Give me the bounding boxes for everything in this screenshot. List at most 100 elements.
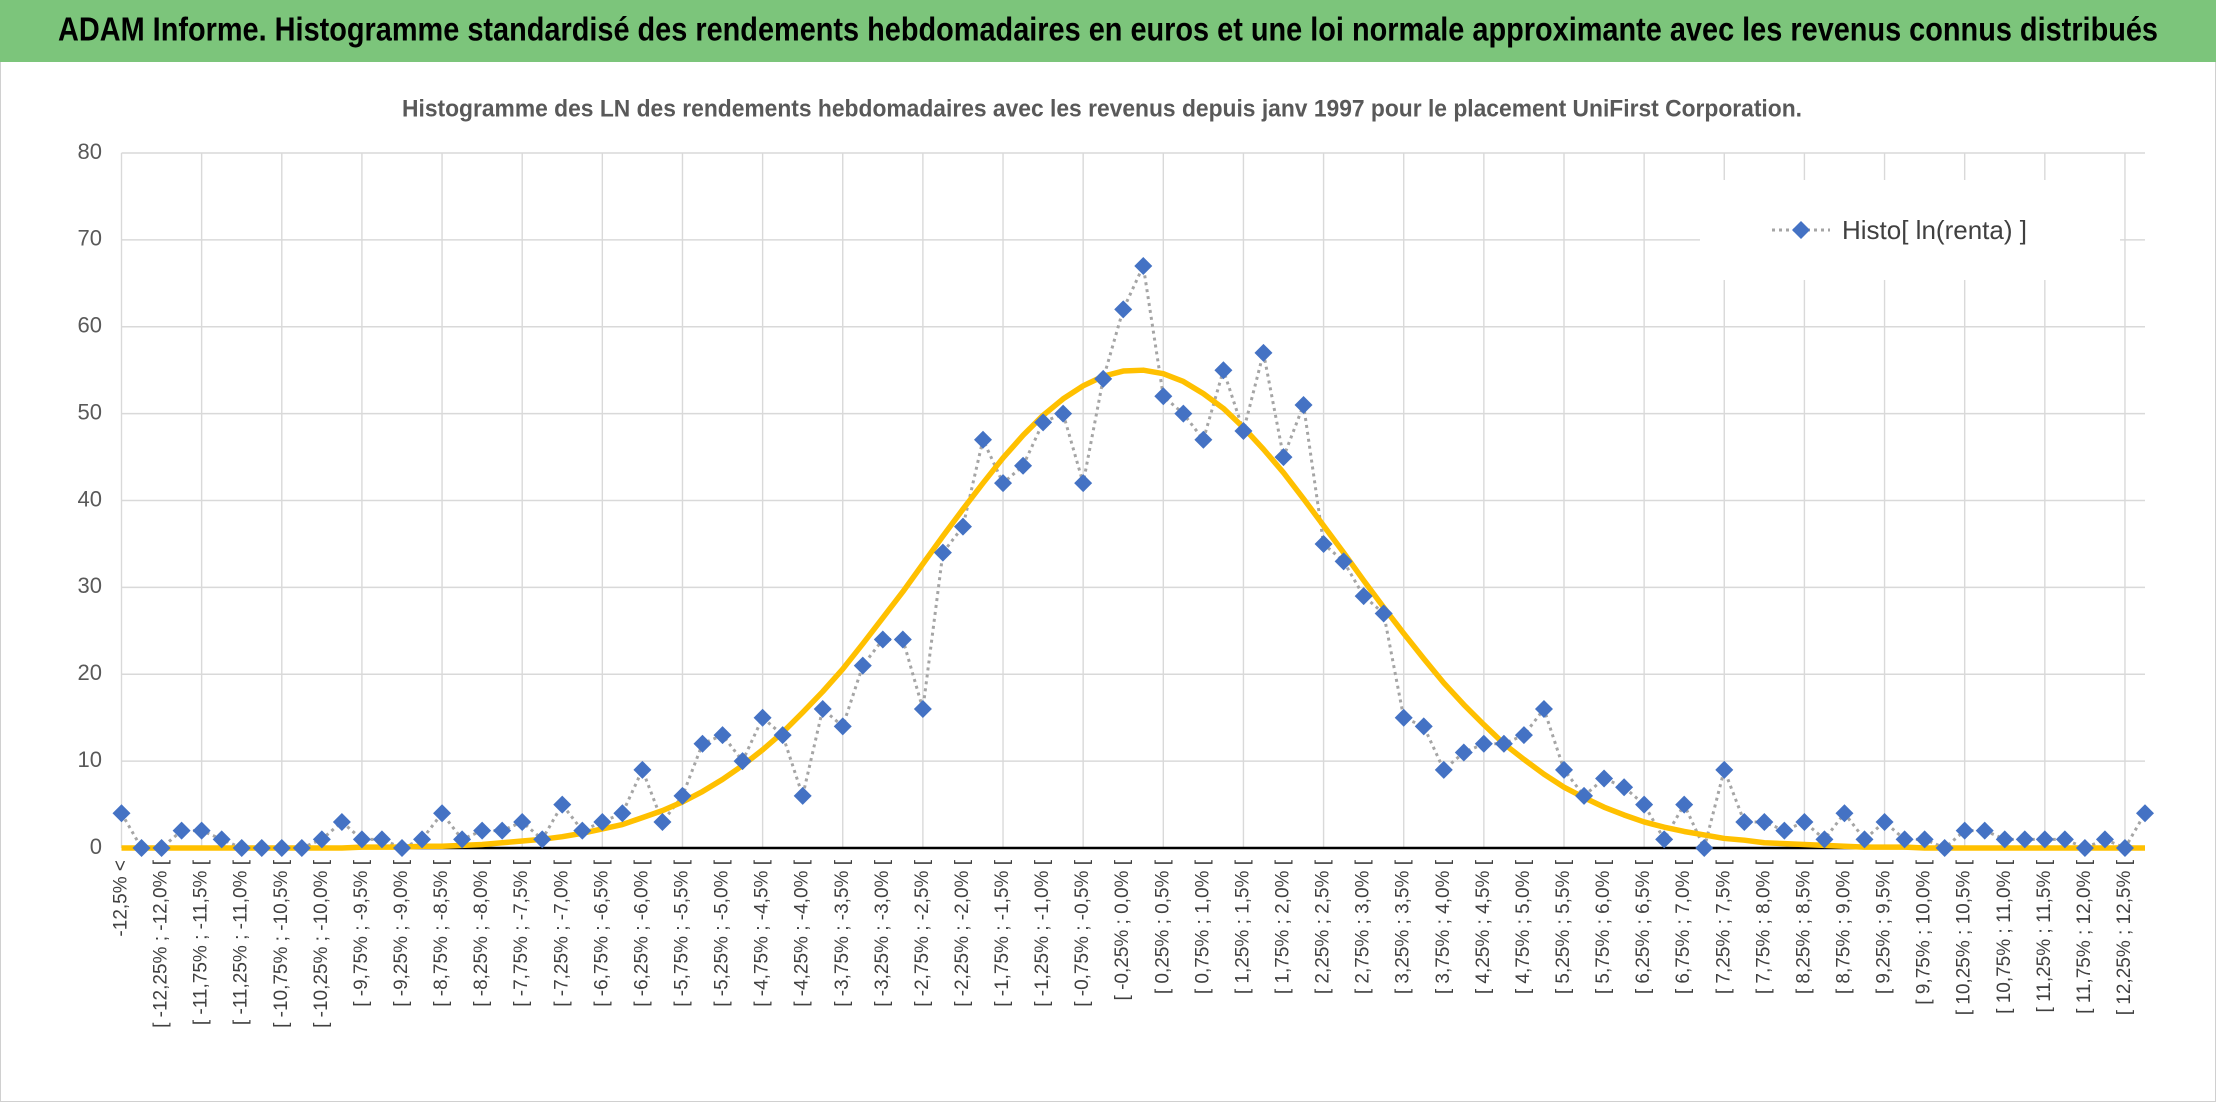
data-point <box>693 734 712 753</box>
data-point <box>673 786 692 805</box>
data-point <box>252 839 271 857</box>
data-point <box>1595 769 1614 788</box>
x-tick-label: [ 8,25% ; 8,5% [ <box>1793 859 1814 994</box>
data-point <box>2055 830 2074 849</box>
y-tick-label: 40 <box>78 486 102 511</box>
y-tick-label: 30 <box>78 573 102 598</box>
data-point <box>433 804 452 823</box>
data-point <box>493 821 512 840</box>
data-point <box>1054 404 1073 423</box>
data-point <box>1575 786 1594 805</box>
y-tick-label: 50 <box>78 399 102 424</box>
data-point <box>1995 830 2014 849</box>
data-point <box>413 830 432 849</box>
x-tick-label: [ 1,25% ; 1,5% [ <box>1232 859 1253 994</box>
data-point <box>1374 604 1393 623</box>
data-point <box>1895 830 1914 849</box>
data-point <box>893 630 912 649</box>
x-tick-label: [ -4,75% ; -4,5% [ <box>752 859 773 1007</box>
data-point <box>1314 534 1333 553</box>
x-tick-label: [ -12,25% ; -12,0% [ <box>151 859 172 1028</box>
x-tick-label: [ -0,25% ; 0,0% [ <box>1112 859 1133 1000</box>
x-tick-label: [ 5,25% ; 5,5% [ <box>1553 859 1574 994</box>
series-line <box>121 367 2145 851</box>
y-tick-label: 70 <box>78 226 102 251</box>
data-point <box>1514 726 1533 745</box>
x-tick-label: [ 3,75% ; 4,0% [ <box>1433 859 1454 994</box>
x-tick-label: [ 11,75% ; 12,0% [ <box>2074 859 2095 1014</box>
data-point <box>1014 456 1033 475</box>
data-point <box>1154 387 1173 406</box>
data-point <box>2075 839 2094 857</box>
legend-marker <box>1792 221 1810 239</box>
data-point <box>513 812 532 831</box>
data-point <box>2015 830 2034 849</box>
data-point <box>753 708 772 727</box>
x-tick-label: [ -6,75% ; -6,5% [ <box>591 859 612 1007</box>
data-point <box>132 839 151 857</box>
data-point <box>172 821 191 840</box>
x-tick-label: [ 2,25% ; 2,5% [ <box>1313 859 1334 994</box>
chart-subtitle: Histogramme des LN des rendements hebdom… <box>402 95 1802 122</box>
data-point <box>232 839 251 857</box>
x-tick-label: [ 12,25% ; 12,5% [ <box>2114 859 2135 1015</box>
data-point <box>372 830 391 849</box>
data-point <box>613 804 632 823</box>
header-bar <box>0 0 2216 62</box>
x-tick-label: [ -1,25% ; -1,0% [ <box>1032 859 1053 1007</box>
data-point <box>1434 760 1453 779</box>
data-point <box>1815 830 1834 849</box>
x-tick-label: [ -11,75% ; -11,5% [ <box>191 859 212 1025</box>
x-tick-label: [ 10,75% ; 11,0% [ <box>1994 859 2015 1014</box>
data-point <box>573 821 592 840</box>
data-point <box>933 543 952 562</box>
data-point <box>2136 804 2154 823</box>
x-tick-label: [ -7,75% ; -7,5% [ <box>511 859 532 1007</box>
data-point <box>813 700 832 718</box>
data-point <box>152 839 171 857</box>
data-point <box>1675 795 1694 814</box>
data-point <box>392 839 411 857</box>
data-point <box>1414 717 1433 736</box>
data-point <box>1975 821 1994 840</box>
data-point <box>533 830 552 849</box>
x-tick-label: [ 6,25% ; 6,5% [ <box>1633 859 1654 994</box>
data-point <box>1655 830 1674 849</box>
y-tick-label: 0 <box>90 834 102 859</box>
x-tick-label: [ 4,25% ; 4,5% [ <box>1473 859 1494 994</box>
x-tick-label: [ -3,25% ; -3,0% [ <box>872 859 893 1007</box>
data-point <box>1615 778 1634 797</box>
data-point <box>873 630 892 649</box>
data-point <box>1034 413 1053 432</box>
data-point <box>1294 395 1313 414</box>
data-point <box>473 821 492 840</box>
data-point <box>332 812 351 831</box>
legend-box <box>1700 180 2120 280</box>
data-point <box>1174 404 1193 423</box>
x-tick-label: [ -7,25% ; -7,0% [ <box>551 859 572 1007</box>
data-point <box>352 830 371 849</box>
data-point <box>653 812 672 831</box>
x-tick-label: [ -3,75% ; -3,5% [ <box>832 859 853 1007</box>
data-point <box>292 839 311 857</box>
data-point <box>312 830 331 849</box>
data-point <box>1394 708 1413 727</box>
x-tick-label: [ 7,75% ; 8,0% [ <box>1753 859 1774 994</box>
x-tick-label: [ 2,75% ; 3,0% [ <box>1353 859 1374 994</box>
data-point <box>833 717 852 736</box>
x-tick-label: [ 0,75% ; 1,0% [ <box>1192 859 1213 994</box>
data-point <box>1494 734 1513 753</box>
x-tick-label: -12,5% < <box>111 860 132 937</box>
data-point <box>1755 812 1774 831</box>
x-tick-label: [ -9,75% ; -9,5% [ <box>351 859 372 1007</box>
data-point <box>192 821 211 840</box>
y-tick-label: 80 <box>78 139 102 164</box>
x-tick-label: [ 9,25% ; 9,5% [ <box>1874 859 1895 994</box>
x-tick-label: [ 6,75% ; 7,0% [ <box>1673 859 1694 994</box>
data-point <box>793 786 812 805</box>
x-tick-label: [ 1,75% ; 2,0% [ <box>1273 859 1294 994</box>
data-point <box>1735 812 1754 831</box>
data-point <box>1534 700 1553 718</box>
x-tick-label: [ -2,25% ; -2,0% [ <box>952 859 973 1007</box>
data-point <box>1234 422 1253 440</box>
